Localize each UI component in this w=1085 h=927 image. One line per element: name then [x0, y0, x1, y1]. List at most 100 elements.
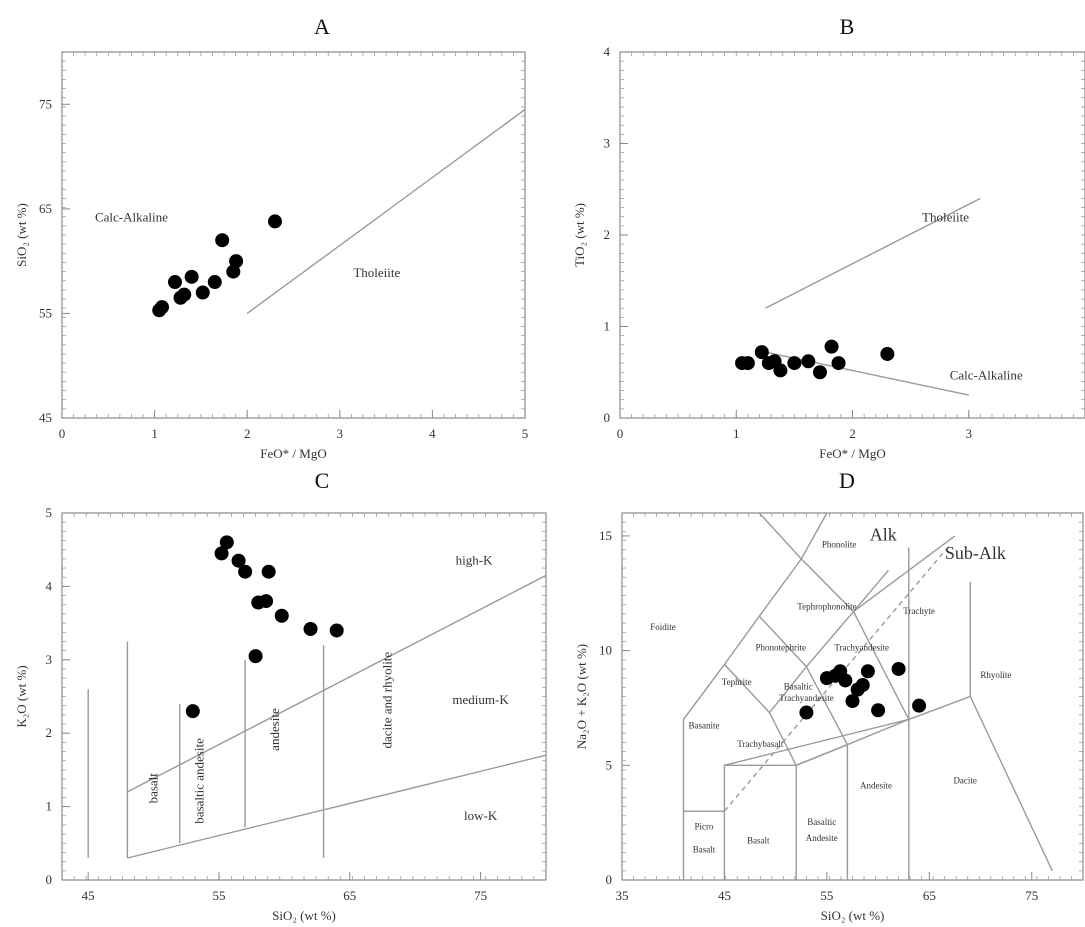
x-axis-label: FeO* / MgO [819, 446, 885, 461]
x-tick-label: 45 [82, 888, 95, 903]
data-point [238, 564, 253, 579]
field-label: Foidite [650, 622, 676, 632]
boundary-line [853, 535, 956, 613]
data-point [831, 356, 846, 371]
data-point [207, 275, 222, 290]
field-label: basalt [145, 773, 160, 804]
boundary-line [127, 754, 547, 859]
data-point [184, 269, 199, 284]
data-point [274, 608, 289, 623]
x-tick-label: 55 [212, 888, 225, 903]
field-label: dacite and rhyolite [380, 652, 395, 749]
y-axis-label: TiO₂ (wt %) [572, 203, 587, 267]
data-point [248, 649, 263, 664]
x-axis-label: SiO₂ (wt %) [272, 908, 336, 923]
boundary-line [246, 108, 526, 314]
data-point [195, 285, 210, 300]
y-tick-label: 1 [604, 319, 611, 334]
y-tick-label: 4 [604, 44, 611, 59]
field-label: Basalt [693, 844, 716, 854]
field-label: Trachyandesite [779, 693, 834, 703]
field-label: Tephrite [722, 677, 752, 687]
data-point [155, 300, 170, 315]
boundary-line [764, 197, 981, 309]
x-tick-label: 65 [923, 888, 936, 903]
data-point [185, 704, 200, 719]
data-point [259, 594, 274, 609]
data-point [740, 356, 755, 371]
y-axis-label: SiO₂ (wt %) [14, 203, 29, 267]
field-label: basaltic andesite [191, 738, 206, 824]
y-tick-label: 3 [46, 652, 53, 667]
x-tick-label: 1 [733, 426, 740, 441]
x-tick-label: 65 [343, 888, 356, 903]
x-tick-label: 5 [522, 426, 529, 441]
boundary-line [758, 512, 802, 560]
field-label: Basalt [747, 835, 770, 845]
x-tick-label: 0 [617, 426, 624, 441]
data-point [773, 363, 788, 378]
data-point [219, 535, 234, 550]
field-label: Calc-Alkaline [950, 368, 1023, 383]
panel-letter-b: B [839, 14, 855, 39]
y-tick-label: 4 [46, 578, 53, 593]
field-label: Calc-Alkaline [95, 209, 168, 224]
y-tick-label: 2 [46, 725, 53, 740]
field-label: Basaltic [807, 817, 836, 827]
x-tick-label: 1 [151, 426, 158, 441]
field-label: Picro [694, 822, 713, 832]
y-tick-label: 5 [606, 757, 613, 772]
boundary-line [795, 743, 849, 880]
data-point [871, 703, 886, 718]
data-point [812, 365, 827, 380]
y-tick-label: 3 [604, 136, 611, 151]
panel-letter-c: C [314, 468, 330, 493]
data-point [799, 705, 814, 720]
field-label: Tholeiite [922, 209, 969, 224]
data-point [754, 345, 769, 360]
y-tick-label: 0 [604, 410, 611, 425]
y-tick-label: 1 [46, 799, 53, 814]
data-point [845, 694, 860, 709]
field-label: Rhyolite [980, 670, 1011, 680]
field-label: andesite [267, 708, 282, 751]
field-label: Tephrophonolite [797, 601, 856, 611]
data-point [824, 339, 839, 354]
y-tick-label: 55 [39, 305, 52, 320]
x-axis-label: FeO* / MgO [260, 446, 326, 461]
x-tick-label: 75 [1025, 888, 1038, 903]
boundary-line [127, 574, 547, 793]
field-label: Dacite [953, 776, 976, 786]
data-point [787, 356, 802, 371]
data-point [167, 275, 182, 290]
field-label: Sub-Alk [945, 543, 1006, 563]
data-point [880, 346, 895, 361]
y-tick-label: 0 [46, 872, 53, 887]
x-tick-label: 3 [337, 426, 344, 441]
y-tick-label: 45 [39, 410, 52, 425]
x-tick-label: 2 [244, 426, 251, 441]
y-axis-label: K₂O (wt %) [14, 665, 29, 727]
y-axis-label: Na₂O + K₂O (wt %) [574, 644, 589, 749]
data-point [801, 354, 816, 369]
boundary-line [682, 512, 828, 880]
data-point [177, 287, 192, 302]
field-label: Trachyte [903, 606, 935, 616]
data-point [860, 664, 875, 679]
x-tick-label: 75 [474, 888, 487, 903]
panel-letter-d: D [839, 468, 855, 493]
data-point [261, 564, 276, 579]
data-point [838, 673, 853, 688]
x-tick-label: 55 [820, 888, 833, 903]
x-axis-label: SiO₂ (wt %) [821, 908, 885, 923]
field-label: Basanite [688, 721, 719, 731]
data-point [303, 621, 318, 636]
x-tick-label: 45 [718, 888, 731, 903]
